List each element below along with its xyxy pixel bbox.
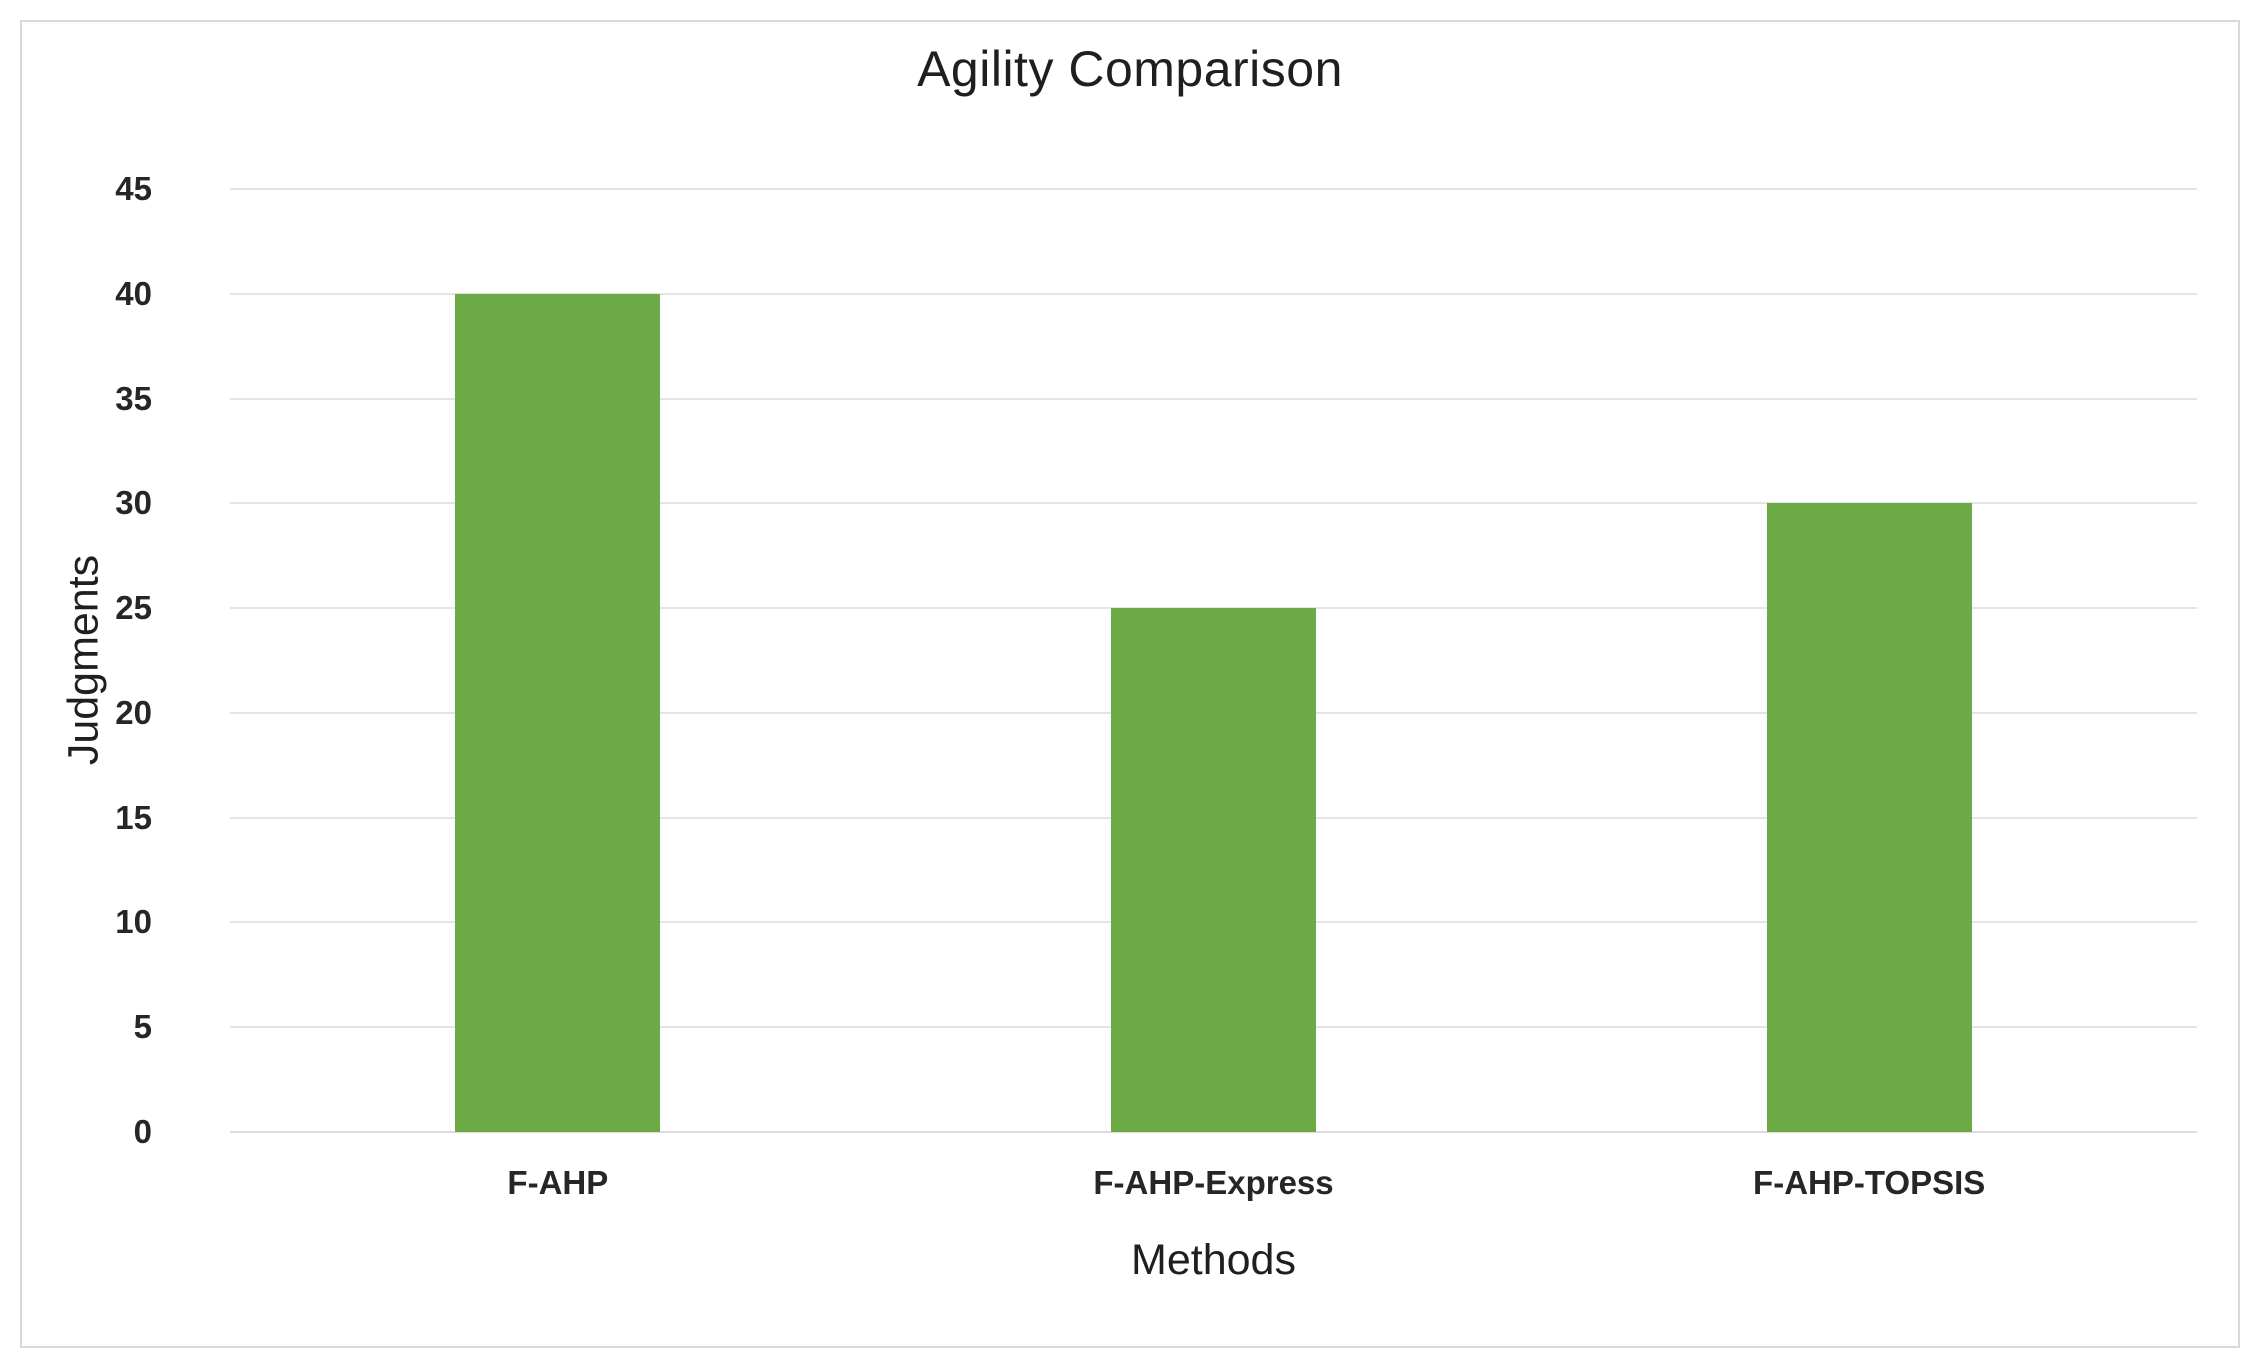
- y-tick-label-10: 10: [115, 903, 152, 941]
- gridline-0: [230, 1131, 2197, 1133]
- bar-F-AHP-Express: [1111, 608, 1316, 1132]
- y-tick-label-35: 35: [115, 379, 152, 417]
- x-category-label-F-AHP: F-AHP: [507, 1164, 609, 1201]
- y-axis-title: Judgments: [59, 554, 108, 766]
- y-tick-label-25: 25: [115, 589, 152, 627]
- bars-layer: [230, 189, 2197, 1132]
- y-tick-label-5: 5: [133, 1008, 152, 1046]
- x-category-label-F-AHP-Express: F-AHP-Express: [1093, 1164, 1334, 1201]
- gridline-30: [230, 502, 2197, 505]
- plot-area: 0 5 10 15 20 25 30 35 40 45: [115, 170, 2197, 1150]
- y-tick-label-20: 20: [115, 693, 152, 731]
- bar-slot-F-AHP-TOPSIS: [1541, 189, 2197, 1132]
- bar-F-AHP-TOPSIS: [1766, 503, 1972, 1132]
- bar-F-AHP: [455, 293, 661, 1132]
- bar-slot-F-AHP: [230, 189, 886, 1132]
- bar-slot-F-AHP-Express: [886, 189, 1542, 1132]
- y-tick-label-15: 15: [115, 798, 152, 836]
- x-category-label-F-AHP-TOPSIS: F-AHP-TOPSIS: [1753, 1164, 1986, 1201]
- gridline-40: [230, 292, 2197, 295]
- gridline-35: [230, 397, 2197, 400]
- y-tick-label-45: 45: [115, 170, 152, 207]
- x-axis-title: Methods: [1131, 1236, 1296, 1284]
- y-tick-label-40: 40: [115, 274, 152, 312]
- chart-title: Agility Comparison: [917, 41, 1343, 97]
- y-tick-label-30: 30: [115, 484, 152, 522]
- x-axis-category-labels: F-AHP F-AHP-Express F-AHP-TOPSIS: [230, 1164, 2197, 1202]
- gridline-45: [230, 188, 2197, 190]
- y-tick-label-0: 0: [133, 1113, 152, 1150]
